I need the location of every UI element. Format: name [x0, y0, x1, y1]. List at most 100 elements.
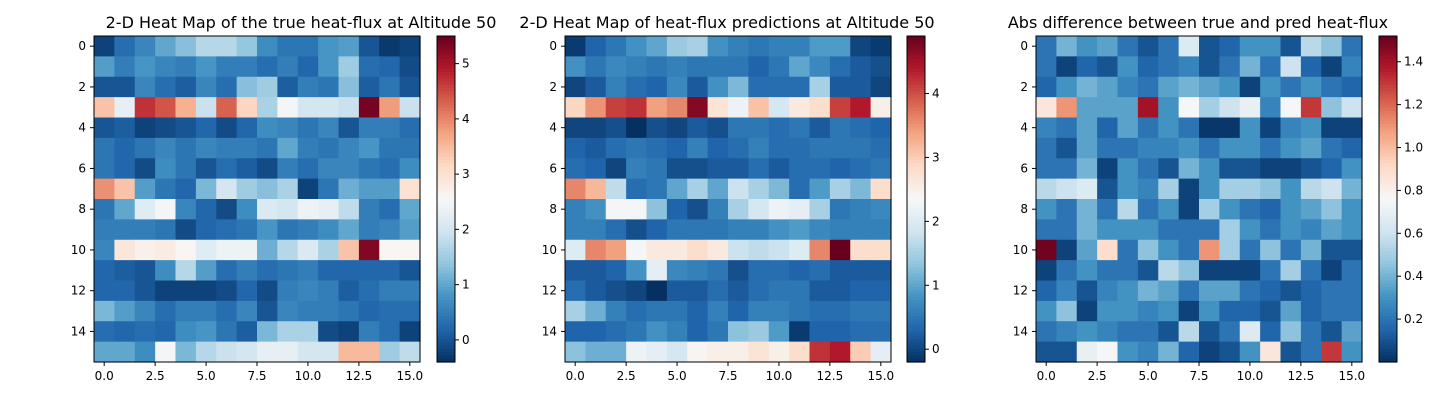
heatmap-cell	[1321, 341, 1343, 363]
heatmap-cell	[1158, 239, 1180, 261]
heatmap-cell	[687, 321, 709, 343]
heatmap-cell	[1199, 260, 1220, 282]
colorbar-segment	[1379, 84, 1397, 89]
heatmap-cell	[728, 300, 749, 322]
heatmap-cell	[626, 199, 648, 220]
heatmap-cell	[338, 219, 360, 241]
colorbar-segment	[437, 260, 455, 265]
heatmap-cell	[1076, 158, 1098, 180]
colorbar-segment	[907, 65, 925, 70]
heatmap-cell	[379, 117, 401, 139]
heatmap-cell	[809, 137, 831, 159]
colorbar-segment	[907, 225, 925, 229]
heatmap-cell	[1341, 260, 1363, 282]
heatmap-cell	[1300, 239, 1322, 261]
heatmap-cell	[134, 300, 156, 322]
heatmap-cell	[257, 300, 278, 322]
heatmap-cell	[1300, 260, 1322, 282]
y-tick-label: 14	[71, 324, 86, 338]
heatmap-cell	[257, 260, 278, 282]
colorbar-segment	[1379, 348, 1397, 353]
heatmap-cell	[277, 56, 299, 78]
heatmap-cell	[1178, 260, 1200, 282]
colorbar-segment	[907, 228, 925, 233]
heatmap-cell	[257, 56, 278, 78]
colorbar-segment	[1379, 326, 1397, 330]
heatmap-cell	[216, 321, 238, 343]
heatmap-cell	[358, 158, 380, 180]
heatmap-cell	[1280, 321, 1302, 343]
colorbar-segment	[437, 153, 455, 158]
colorbar-segment	[1379, 202, 1397, 207]
colorbar-segment	[907, 55, 925, 60]
heatmap-cell	[1158, 219, 1180, 241]
heatmap-cell	[789, 321, 811, 343]
heatmap-cell	[707, 137, 729, 159]
heatmap-cell	[1036, 97, 1057, 119]
colorbar-segment	[437, 309, 455, 314]
heatmap-cell	[1117, 321, 1139, 343]
colorbar-segment	[437, 355, 455, 360]
heatmap-cell	[1260, 260, 1282, 282]
colorbar-segment	[907, 176, 925, 181]
colorbar-segment	[907, 290, 925, 295]
heatmap-cell	[379, 280, 401, 302]
heatmap-cell	[809, 300, 831, 322]
heatmap-cell	[1056, 219, 1078, 241]
heatmap-cell	[687, 158, 709, 180]
colorbar-segment	[437, 42, 455, 47]
x-tick-label: 0.0	[566, 369, 585, 383]
heatmap-cell	[1321, 199, 1343, 220]
colorbar-segment	[907, 45, 925, 50]
heatmap-cell	[318, 199, 340, 220]
x-tick-label: 12.5	[817, 369, 844, 383]
colorbar: 0 1 2 3 4 5	[436, 35, 470, 363]
heatmap-cell	[94, 280, 115, 302]
colorbar-segment	[437, 71, 455, 76]
colorbar-segment	[437, 319, 455, 324]
heatmap-cell	[114, 117, 136, 139]
heatmap-cell	[134, 239, 156, 261]
colorbar-segment	[907, 329, 925, 334]
colorbar-segment	[907, 49, 925, 53]
colorbar-segment	[907, 287, 925, 291]
heatmap-cell	[1341, 239, 1363, 261]
colorbar-segment	[1379, 345, 1397, 350]
heatmap-cell	[789, 260, 811, 282]
heatmap-cell	[379, 199, 401, 220]
heatmap-cell	[1097, 280, 1119, 302]
colorbar-segment	[907, 127, 925, 132]
heatmap-cell	[1280, 341, 1302, 363]
heatmap-cell	[155, 76, 177, 98]
heatmap-cell	[870, 239, 892, 261]
colorbar-segment	[1379, 166, 1397, 171]
heatmap-cell	[1199, 158, 1220, 180]
heatmap-cell	[748, 341, 770, 363]
heatmap-cell	[1117, 178, 1139, 200]
heatmap-cell	[1239, 239, 1261, 261]
colorbar-segment	[1379, 110, 1397, 115]
heatmap-cell	[358, 36, 380, 57]
heatmap-cell	[338, 321, 360, 343]
heatmap-cell	[1260, 300, 1282, 322]
heatmap-cell	[707, 219, 729, 241]
colorbar-segment	[1379, 65, 1397, 70]
y-tick-label: 8	[78, 202, 86, 216]
heatmap-cell	[358, 117, 380, 139]
heatmap-cell	[809, 321, 831, 343]
heatmap-cell	[257, 158, 278, 180]
heatmap-cell	[1036, 76, 1057, 98]
heatmap-cell	[789, 199, 811, 220]
heatmap-cell	[1321, 36, 1343, 57]
x-axis-ticks: 0.0 2.5 5.0 7.5 10.0 12.5 15.0	[566, 362, 894, 383]
heatmap-cell	[114, 76, 136, 98]
heatmap-cell	[850, 260, 872, 282]
heatmap-cell	[605, 300, 627, 322]
heatmap-cell	[318, 158, 340, 180]
colorbar-segment	[907, 306, 925, 311]
heatmap-cell	[626, 321, 648, 343]
heatmap-cell	[585, 137, 607, 159]
y-tick-label: 4	[78, 121, 86, 135]
heatmap-cell	[257, 280, 278, 302]
heatmap-cell	[870, 97, 892, 119]
